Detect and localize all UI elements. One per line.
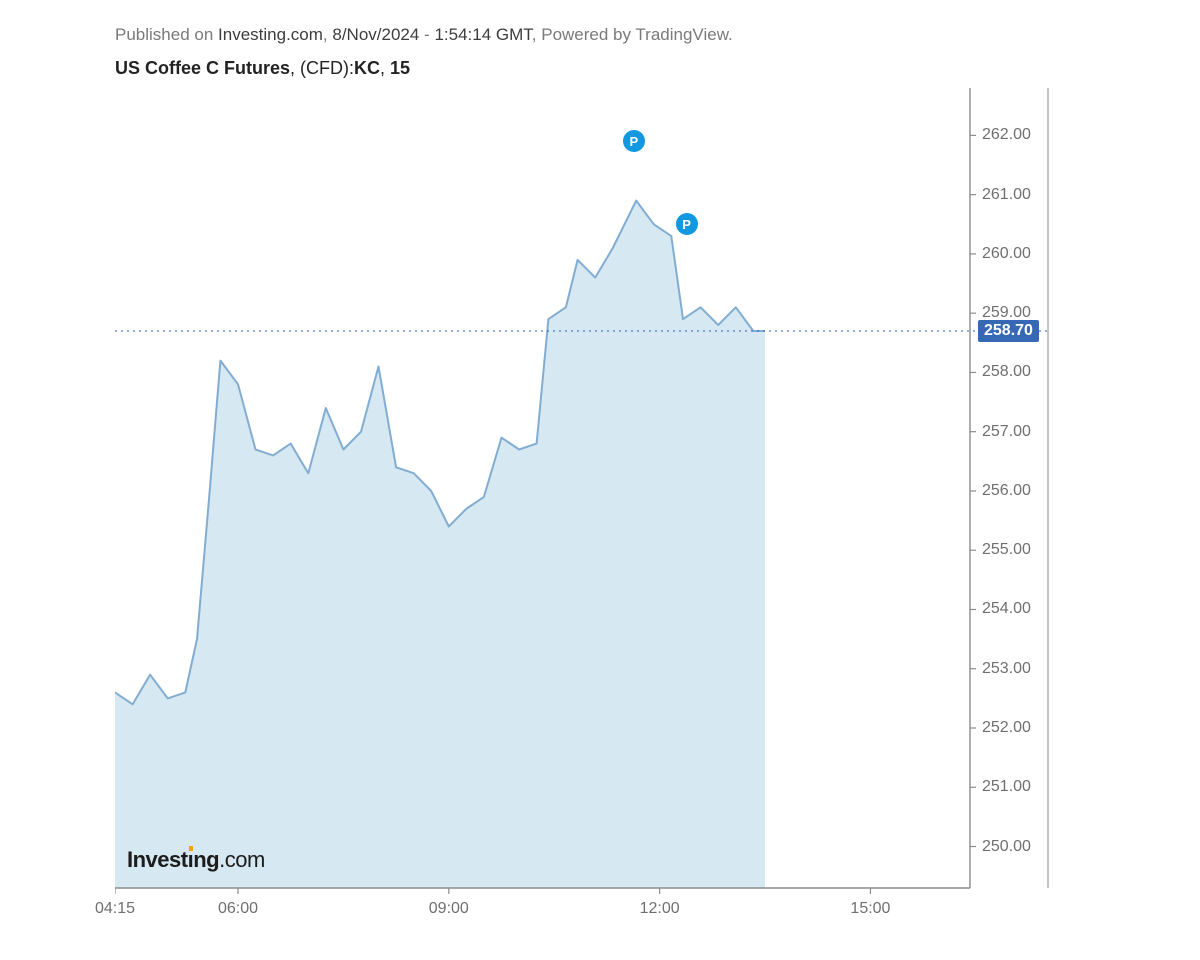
- y-tick-label: 250.00: [982, 838, 1031, 856]
- x-tick-label: 12:00: [640, 900, 680, 918]
- current-price-tag: 258.70: [978, 320, 1039, 342]
- area-fill: [115, 201, 765, 888]
- y-tick-label: 252.00: [982, 719, 1031, 737]
- title-symbol: KC: [354, 58, 380, 78]
- title-sep2: ,: [380, 58, 390, 78]
- publish-tz: GMT: [491, 25, 532, 44]
- x-tick-label: 09:00: [429, 900, 469, 918]
- chart-title: US Coffee C Futures, (CFD):KC, 15: [115, 58, 410, 79]
- y-tick-label: 260.00: [982, 245, 1031, 263]
- y-tick-label: 253.00: [982, 660, 1031, 678]
- publish-sep1: ,: [323, 25, 332, 44]
- publish-date: 8/Nov/2024: [332, 25, 419, 44]
- pivot-marker[interactable]: P: [676, 213, 698, 235]
- y-tick-label: 255.00: [982, 541, 1031, 559]
- publish-time: 1:54:14: [434, 25, 491, 44]
- y-tick-label: 256.00: [982, 482, 1031, 500]
- publish-prefix: Published on: [115, 25, 218, 44]
- publish-sep2: -: [419, 25, 434, 44]
- x-tick-label: 04:15: [95, 900, 135, 918]
- pivot-marker[interactable]: P: [623, 130, 645, 152]
- instrument-name: US Coffee C Futures: [115, 58, 290, 78]
- publish-site: Investing.com: [218, 25, 323, 44]
- investing-logo: Investıng.com: [127, 847, 265, 873]
- x-tick-label: 06:00: [218, 900, 258, 918]
- title-cfd: CFD):: [306, 58, 354, 78]
- title-sep1: , (: [290, 58, 306, 78]
- title-interval: 15: [390, 58, 410, 78]
- publish-powered: Powered by TradingView.: [541, 25, 733, 44]
- y-tick-label: 261.00: [982, 186, 1031, 204]
- y-tick-label: 254.00: [982, 600, 1031, 618]
- y-tick-label: 262.00: [982, 126, 1031, 144]
- y-tick-label: 251.00: [982, 778, 1031, 796]
- price-chart[interactable]: 250.00 251.00 252.00 253.00 254.00 255.00 256.…: [115, 88, 1050, 938]
- publish-sep3: ,: [532, 25, 541, 44]
- y-tick-label: 258.00: [982, 363, 1031, 381]
- publish-info: Published on Investing.com, 8/Nov/2024 -…: [115, 25, 733, 45]
- x-tick-label: 15:00: [850, 900, 890, 918]
- y-tick-label: 257.00: [982, 423, 1031, 441]
